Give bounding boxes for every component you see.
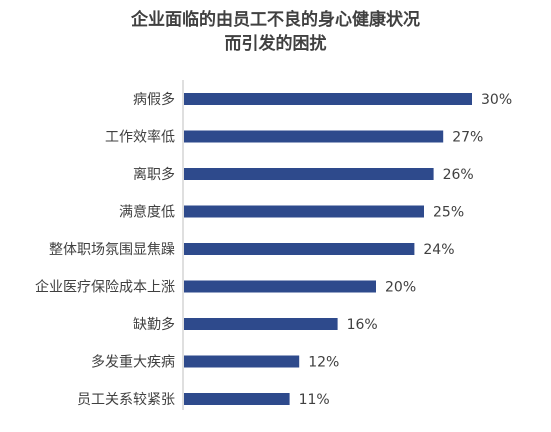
value-label: 24%: [423, 242, 454, 258]
bar: [184, 318, 338, 330]
value-label: 30%: [481, 92, 512, 108]
bar: [184, 280, 376, 293]
bar: [184, 243, 415, 255]
chart-title-line-2: 而引发的困扰: [224, 34, 327, 54]
category-label: 整体职场氛围显焦躁: [49, 242, 175, 258]
category-label: 离职多: [133, 166, 175, 183]
value-label: 12%: [308, 355, 339, 371]
bar: [184, 130, 444, 143]
bar: [184, 205, 424, 218]
value-label: 27%: [452, 130, 483, 146]
category-label: 工作效率低: [105, 129, 175, 146]
value-label: 16%: [347, 317, 378, 333]
value-label: 26%: [443, 167, 474, 183]
bar: [184, 393, 290, 405]
chart-title: 企业面临的由员工不良的身心健康状况 而引发的困扰: [0, 8, 551, 56]
value-label: 25%: [433, 205, 464, 221]
chart-title-line-1: 企业面临的由员工不良的身心健康状况: [131, 10, 420, 30]
bar: [184, 355, 300, 368]
category-label: 满意度低: [119, 204, 175, 221]
category-label: 企业医疗保险成本上涨: [35, 279, 175, 296]
category-label: 病假多: [133, 91, 175, 108]
category-label: 员工关系较紧张: [77, 392, 175, 408]
category-label: 多发重大疾病: [91, 354, 175, 371]
category-label: 缺勤多: [133, 316, 175, 333]
bar: [184, 93, 472, 105]
value-label: 20%: [385, 280, 416, 296]
bar: [184, 168, 434, 180]
value-label: 11%: [299, 392, 330, 408]
